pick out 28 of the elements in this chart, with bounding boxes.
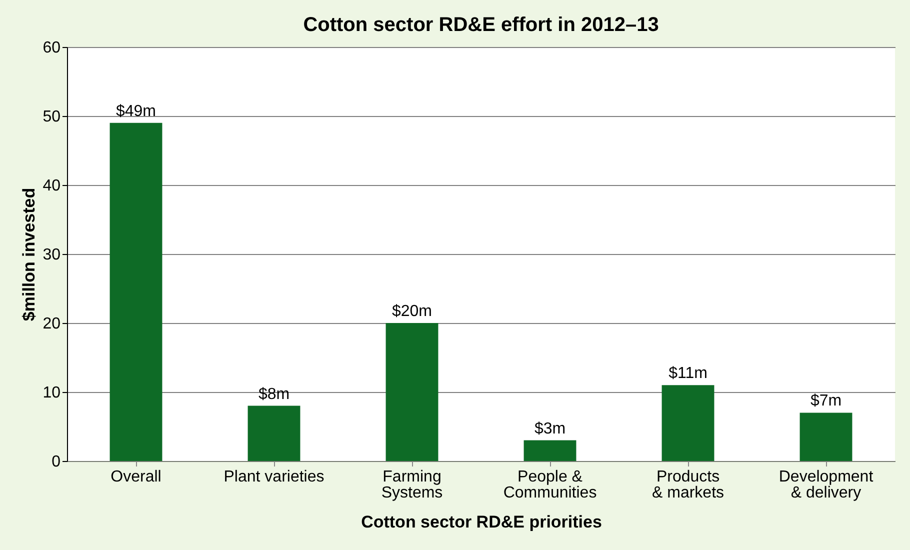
y-axis-title: $millon invested	[20, 188, 39, 322]
x-tick-label: Overall	[110, 468, 162, 486]
x-tick-label: Plant varieties	[224, 468, 324, 486]
y-tick-label: 10	[42, 384, 61, 402]
data-label: $8m	[258, 386, 290, 403]
bar	[386, 323, 438, 461]
data-label: $11m	[668, 365, 708, 382]
bar	[524, 440, 576, 461]
y-tick-label: 40	[42, 178, 61, 194]
data-label: $20m	[392, 303, 432, 320]
bar	[662, 385, 714, 461]
y-tick-label: 60	[42, 40, 61, 56]
bar	[248, 406, 300, 461]
bar	[800, 412, 852, 461]
data-label: $49m	[116, 102, 156, 120]
x-tick-label: Farming Systems	[381, 468, 443, 502]
y-tick-label: 50	[42, 108, 61, 126]
y-tick-label: 30	[42, 246, 61, 264]
data-label: $7m	[810, 392, 842, 410]
x-tick-label: People & Communities	[503, 468, 597, 502]
data-label: $3m	[534, 420, 566, 438]
x-tick-label: Products & markets	[652, 468, 724, 502]
x-tick-label: Development & delivery	[778, 468, 874, 502]
y-tick-label: 0	[52, 454, 61, 470]
bar	[110, 122, 162, 461]
x-axis-title: Cotton sector RD&E priorities	[361, 512, 602, 532]
chart-title: Cotton sector RD&E effort in 2012–13	[303, 14, 659, 36]
y-tick-label: 20	[42, 316, 61, 332]
